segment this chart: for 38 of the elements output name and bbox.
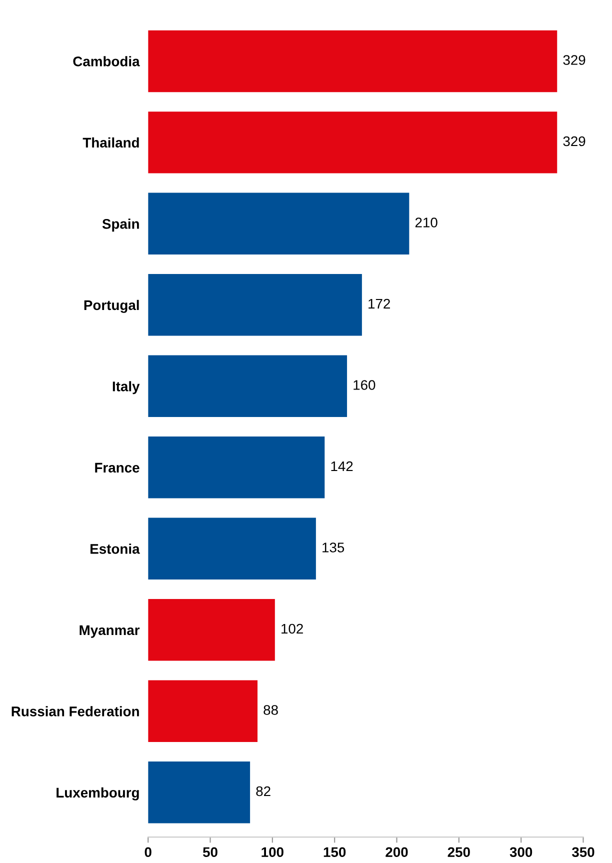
data-label: 88: [264, 705, 278, 715]
x-tick-label: 150: [324, 847, 346, 858]
y-tick-label: Myanmar: [80, 625, 140, 638]
bar: [148, 599, 275, 661]
bar: [148, 274, 362, 336]
bar: [148, 192, 410, 255]
data-label: 329: [563, 55, 586, 65]
y-tick-label: Italy: [112, 381, 140, 394]
data-label: 102: [282, 624, 303, 634]
y-tick-label: Portugal: [84, 300, 139, 313]
x-tick-label: 350: [572, 847, 594, 858]
x-tick-label: 300: [510, 847, 532, 858]
bar: [148, 355, 348, 418]
x-tick-label: 250: [448, 847, 470, 858]
y-tick-label: Estonia: [90, 544, 140, 554]
bar: [148, 30, 558, 92]
bar: [148, 762, 250, 824]
data-label: 82: [256, 786, 270, 796]
bar: [148, 680, 258, 742]
x-tick-label: 0: [144, 847, 152, 858]
y-tick-label: Russian Federation: [12, 706, 139, 716]
y-tick-label: Spain: [102, 218, 139, 232]
bar: [148, 436, 325, 498]
y-tick-label: Cambodia: [73, 56, 140, 66]
bar: [148, 112, 558, 174]
data-label: 142: [331, 461, 353, 472]
x-tick-label: 100: [262, 847, 284, 858]
y-tick-label: Luxembourg: [56, 787, 139, 800]
bar: [148, 518, 316, 580]
data-label: 160: [354, 380, 376, 390]
x-tick-label: 200: [386, 847, 408, 858]
y-tick-label: Thailand: [82, 137, 139, 148]
x-tick-label: 50: [202, 847, 218, 858]
data-label: 135: [322, 542, 344, 552]
data-label: 172: [368, 298, 390, 309]
y-tick-label: France: [95, 462, 140, 473]
data-label: 329: [563, 136, 586, 146]
data-label: 210: [415, 218, 438, 228]
